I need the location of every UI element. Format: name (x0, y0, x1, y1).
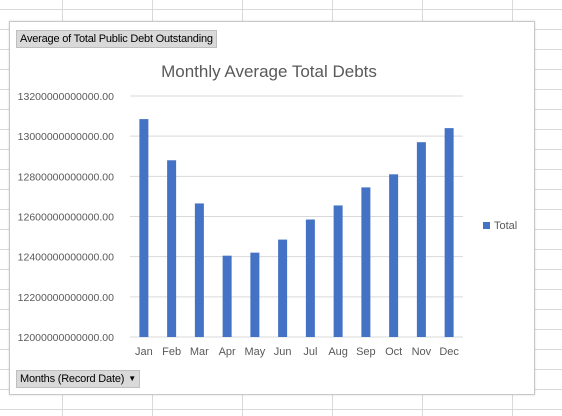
y-tick-label: 12600000000000.00 (18, 212, 115, 224)
y-tick-label: 12800000000000.00 (18, 171, 115, 183)
x-tick-label: Jul (303, 346, 317, 358)
bar-feb[interactable] (167, 160, 177, 337)
bars (139, 119, 454, 338)
legend-label-total: Total (494, 220, 517, 232)
y-tick-label: 12400000000000.00 (18, 252, 115, 264)
bar-jun[interactable] (278, 239, 288, 337)
y-axis-tick-labels: 13200000000000.00 13000000000000.00 128000… (18, 91, 115, 344)
legend-swatch-total (483, 222, 490, 229)
x-tick-label: Aug (328, 346, 348, 358)
x-tick-label: Feb (162, 346, 181, 358)
axis-field-button[interactable]: Months (Record Date) ▼ (16, 370, 140, 388)
pivot-chart[interactable]: Average of Total Public Debt Outstanding… (9, 21, 535, 395)
y-tick-label: 13200000000000.00 (18, 91, 115, 103)
x-tick-label: Jun (274, 346, 292, 358)
legend[interactable]: Total (483, 220, 517, 232)
x-tick-label: May (244, 346, 265, 358)
bar-chart: Monthly Average Total Debts 132000000000… (18, 62, 518, 358)
bar-jul[interactable] (305, 219, 315, 337)
y-tick-label: 12200000000000.00 (18, 292, 115, 304)
x-tick-label: Oct (385, 346, 402, 358)
bar-nov[interactable] (416, 142, 426, 337)
x-tick-label: Mar (190, 346, 209, 358)
axis-field-label: Months (Record Date) (20, 373, 125, 385)
y-tick-label: 12000000000000.00 (18, 332, 115, 344)
x-tick-label: Apr (219, 346, 236, 358)
y-tick-label: 13000000000000.00 (18, 131, 115, 143)
bar-mar[interactable] (194, 203, 204, 337)
x-tick-label: Nov (412, 346, 432, 358)
bar-apr[interactable] (222, 255, 232, 337)
gridlines (130, 95, 463, 338)
value-field-label: Average of Total Public Debt Outstanding (20, 33, 213, 45)
x-tick-label: Sep (356, 346, 376, 358)
bar-oct[interactable] (389, 174, 399, 337)
chart-title: Monthly Average Total Debts (161, 62, 377, 81)
bar-may[interactable] (250, 252, 260, 337)
dropdown-arrow-icon: ▼ (128, 374, 136, 383)
x-axis-tick-labels: Jan Feb Mar Apr May Jun Jul Aug Sep Oct Nov Dec (135, 346, 459, 358)
bar-aug[interactable] (333, 205, 343, 337)
x-tick-label: Jan (135, 346, 153, 358)
bar-jan[interactable] (139, 119, 149, 338)
bar-dec[interactable] (444, 128, 454, 337)
x-tick-label: Dec (439, 346, 459, 358)
bar-sep[interactable] (361, 187, 371, 337)
value-field-button[interactable]: Average of Total Public Debt Outstanding (16, 30, 217, 48)
